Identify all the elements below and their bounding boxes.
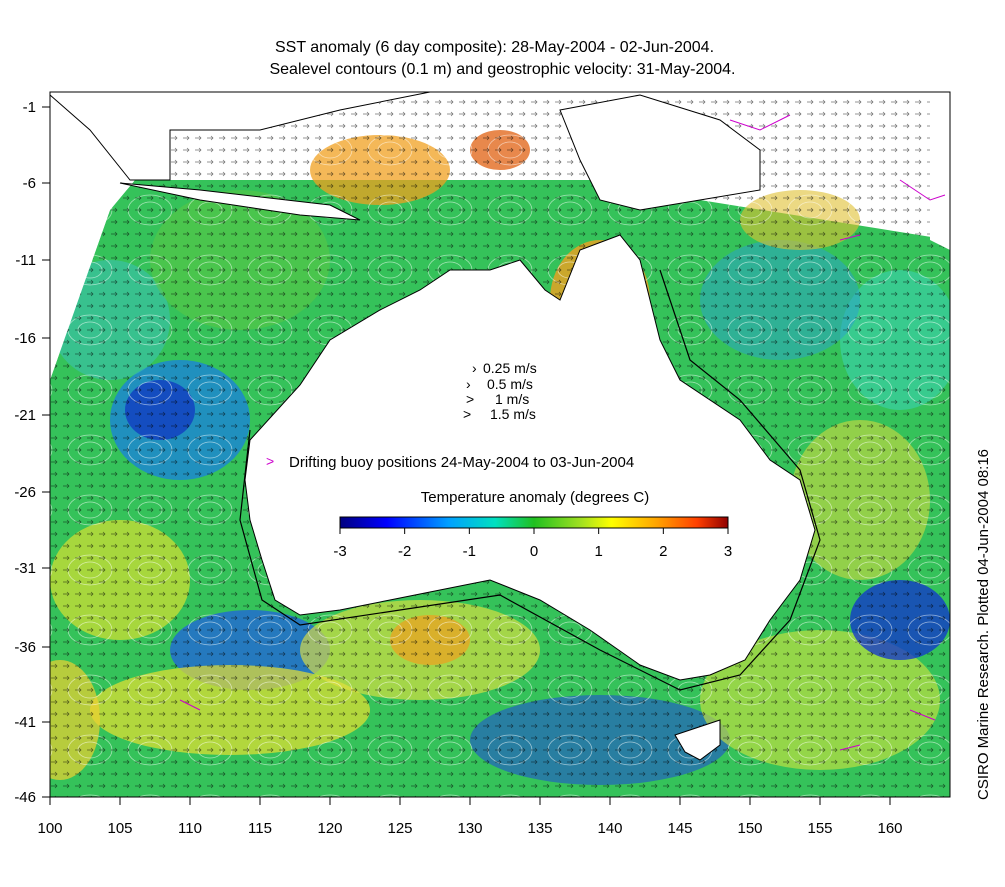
- colorbar-tick-label: -3: [333, 543, 346, 560]
- colorbar-tick-label: 3: [724, 543, 732, 560]
- y-tick-label: -11: [15, 252, 36, 269]
- credit-text: CSIRO Marine Research. Plotted 04-Jun-20…: [975, 448, 992, 800]
- velocity-legend: › 0.25 m/s › 0.5 m/s > 1 m/s > 1.5 m/s: [463, 360, 537, 422]
- velocity-legend-2: 1 m/s: [495, 391, 529, 407]
- y-tick-label: -46: [14, 789, 36, 806]
- x-tick-label: 105: [107, 820, 132, 837]
- colorbar-tick-label: -1: [463, 543, 476, 560]
- velocity-arrow-icon: >: [463, 406, 471, 422]
- y-tick-label: -41: [14, 714, 36, 731]
- plot-frame: [49, 91, 951, 798]
- x-tick-label: 135: [527, 820, 552, 837]
- colorbar-tick-label: 0: [530, 543, 538, 560]
- shelf-contour: [239, 269, 821, 691]
- sst-field: [50, 92, 950, 797]
- y-axis: -1 -6 -11 -16 -21 -26 -31 -36 -41 -46: [14, 99, 50, 806]
- x-tick-label: 120: [317, 820, 342, 837]
- x-tick-label: 100: [37, 820, 62, 837]
- y-tick-label: -21: [14, 407, 36, 424]
- x-tick-label: 125: [387, 820, 412, 837]
- y-tick-label: -16: [14, 330, 36, 347]
- velocity-legend-3: 1.5 m/s: [490, 406, 536, 422]
- map-title-line1: SST anomaly (6 day composite): 28-May-20…: [274, 39, 715, 56]
- velocity-legend-0: 0.25 m/s: [483, 360, 537, 376]
- x-tick-label: 110: [178, 820, 202, 837]
- y-tick-label: -31: [14, 560, 36, 577]
- colorbar-tick-label: 2: [659, 543, 667, 560]
- x-tick-label: 115: [248, 820, 272, 837]
- x-tick-label: 160: [877, 820, 902, 837]
- x-tick-label: 155: [807, 820, 832, 837]
- velocity-arrow-icon: >: [466, 391, 474, 407]
- x-tick-label: 140: [597, 820, 622, 837]
- colorbar-tick-label: 1: [594, 543, 602, 560]
- colorbar-title: Temperature anomaly (degrees C): [420, 489, 650, 506]
- colorbar: [339, 516, 729, 529]
- buoy-marker-icon: >: [266, 453, 274, 469]
- buoy-tracks: [179, 114, 946, 751]
- y-tick-label: -6: [23, 175, 36, 192]
- velocity-arrow-icon: ›: [466, 376, 471, 392]
- velocity-legend-1: 0.5 m/s: [487, 376, 533, 392]
- velocity-arrow-icon: ›: [472, 360, 477, 376]
- x-tick-label: 145: [667, 820, 692, 837]
- land: [50, 92, 950, 761]
- x-axis: 100 105 110 115 120 125 130 135 140 145 150 155 160: [37, 797, 903, 837]
- x-tick-label: 150: [737, 820, 762, 837]
- y-tick-label: -26: [14, 484, 36, 501]
- y-tick-label: -36: [14, 639, 36, 656]
- colorbar-ticks: -3 -2 -1 0 1 2 3: [333, 528, 732, 560]
- buoy-legend-label: Drifting buoy positions 24-May-2004 to 0…: [289, 454, 634, 471]
- map-title-line2: Sealevel contours (0.1 m) and geostrophi…: [269, 61, 736, 78]
- colorbar-tick-label: -2: [398, 543, 411, 560]
- x-tick-label: 130: [457, 820, 482, 837]
- y-tick-label: -1: [23, 99, 36, 116]
